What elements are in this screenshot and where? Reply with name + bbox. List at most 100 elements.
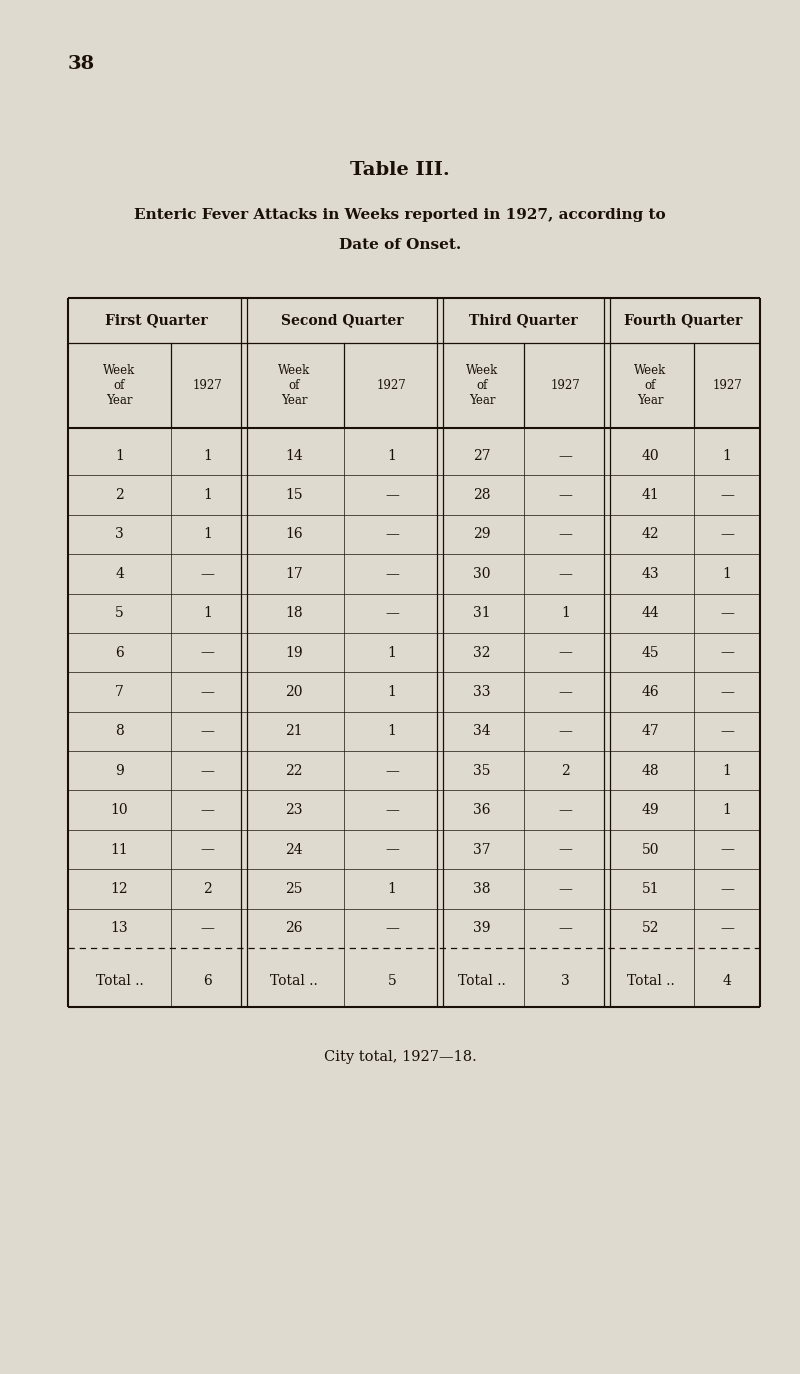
Text: 6: 6 (115, 646, 124, 660)
Text: —: — (201, 567, 214, 581)
Text: 7: 7 (115, 686, 124, 699)
Text: 52: 52 (642, 922, 659, 936)
Text: 19: 19 (285, 646, 303, 660)
Text: 2: 2 (203, 882, 212, 896)
Text: 38: 38 (68, 55, 95, 73)
Text: Total ..: Total .. (458, 974, 506, 988)
Text: —: — (385, 567, 399, 581)
Text: 5: 5 (115, 606, 124, 620)
Text: 3: 3 (561, 974, 570, 988)
Text: 32: 32 (474, 646, 490, 660)
Text: Week
of
Year: Week of Year (103, 364, 136, 408)
Text: —: — (720, 488, 734, 502)
Text: 1: 1 (203, 488, 212, 502)
Text: 1: 1 (387, 646, 397, 660)
Text: 25: 25 (286, 882, 302, 896)
Text: Week
of
Year: Week of Year (634, 364, 666, 408)
Text: 31: 31 (473, 606, 491, 620)
Text: 37: 37 (473, 842, 491, 856)
Text: —: — (385, 764, 399, 778)
Text: 45: 45 (642, 646, 659, 660)
Text: —: — (720, 646, 734, 660)
Text: —: — (201, 842, 214, 856)
Text: 1927: 1927 (193, 379, 222, 392)
Text: 2: 2 (561, 764, 570, 778)
Text: 14: 14 (285, 449, 303, 463)
Text: —: — (558, 488, 573, 502)
Text: —: — (201, 724, 214, 738)
Text: Total ..: Total .. (270, 974, 318, 988)
Text: —: — (720, 724, 734, 738)
Text: 1: 1 (203, 449, 212, 463)
Text: 15: 15 (285, 488, 303, 502)
Text: Total ..: Total .. (626, 974, 674, 988)
Text: 29: 29 (474, 528, 490, 541)
Text: 1: 1 (387, 724, 397, 738)
Text: —: — (720, 842, 734, 856)
Text: 20: 20 (286, 686, 302, 699)
Text: —: — (720, 882, 734, 896)
Text: —: — (385, 922, 399, 936)
Text: 38: 38 (474, 882, 490, 896)
Text: 1: 1 (203, 528, 212, 541)
Text: —: — (558, 449, 573, 463)
Text: 43: 43 (642, 567, 659, 581)
Text: 1: 1 (722, 764, 731, 778)
Text: Total ..: Total .. (96, 974, 143, 988)
Text: Date of Onset.: Date of Onset. (339, 238, 461, 251)
Text: 1: 1 (115, 449, 124, 463)
Text: 9: 9 (115, 764, 124, 778)
Text: 1: 1 (387, 449, 397, 463)
Text: 47: 47 (642, 724, 659, 738)
Text: Week
of
Year: Week of Year (466, 364, 498, 408)
Text: 36: 36 (474, 804, 490, 818)
Text: 46: 46 (642, 686, 659, 699)
Text: —: — (201, 804, 214, 818)
Text: —: — (558, 686, 573, 699)
Text: 2: 2 (115, 488, 124, 502)
Text: 1: 1 (561, 606, 570, 620)
Text: 49: 49 (642, 804, 659, 818)
Text: 1927: 1927 (550, 379, 580, 392)
Text: 1: 1 (722, 449, 731, 463)
Text: 30: 30 (474, 567, 490, 581)
Text: —: — (385, 606, 399, 620)
Text: 42: 42 (642, 528, 659, 541)
Text: 39: 39 (474, 922, 490, 936)
Text: Table III.: Table III. (350, 161, 450, 179)
Text: 27: 27 (473, 449, 491, 463)
Text: —: — (385, 804, 399, 818)
Text: —: — (558, 882, 573, 896)
Text: —: — (558, 567, 573, 581)
Text: —: — (385, 488, 399, 502)
Text: 34: 34 (473, 724, 491, 738)
Text: 17: 17 (285, 567, 303, 581)
Text: 4: 4 (115, 567, 124, 581)
Text: —: — (558, 804, 573, 818)
Text: Second Quarter: Second Quarter (281, 313, 403, 327)
Text: 23: 23 (286, 804, 302, 818)
Text: 1: 1 (387, 686, 397, 699)
Text: —: — (201, 686, 214, 699)
Text: 10: 10 (110, 804, 128, 818)
Text: 8: 8 (115, 724, 124, 738)
Text: City total, 1927—18.: City total, 1927—18. (324, 1050, 476, 1063)
Text: —: — (720, 528, 734, 541)
Text: 50: 50 (642, 842, 659, 856)
Text: 1: 1 (203, 606, 212, 620)
Text: 13: 13 (110, 922, 128, 936)
Text: —: — (720, 606, 734, 620)
Text: 3: 3 (115, 528, 124, 541)
Text: 4: 4 (722, 974, 731, 988)
Text: —: — (558, 528, 573, 541)
Text: Fourth Quarter: Fourth Quarter (624, 313, 742, 327)
Text: First Quarter: First Quarter (105, 313, 207, 327)
Text: 1927: 1927 (712, 379, 742, 392)
Text: 51: 51 (642, 882, 659, 896)
Text: 33: 33 (474, 686, 490, 699)
Text: Third Quarter: Third Quarter (469, 313, 578, 327)
Text: Week
of
Year: Week of Year (278, 364, 310, 408)
Text: 11: 11 (110, 842, 128, 856)
Text: 41: 41 (642, 488, 659, 502)
Text: —: — (558, 646, 573, 660)
